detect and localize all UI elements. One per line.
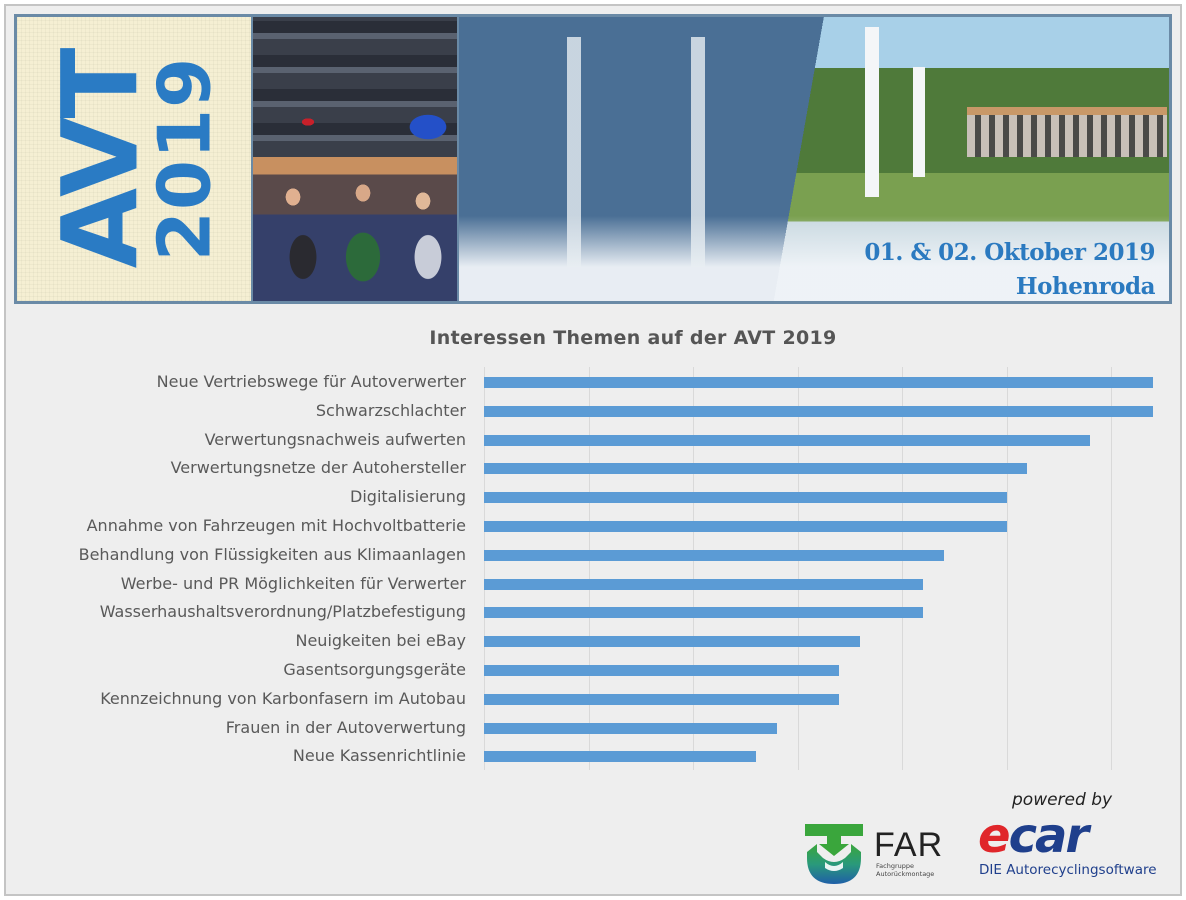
chart-row: Annahme von Fahrzeugen mit Hochvoltbatte… bbox=[0, 511, 1186, 540]
category-label: Verwertungsnetze der Autohersteller bbox=[170, 458, 466, 478]
bar bbox=[484, 722, 777, 734]
category-label: Wasserhaushaltsverordnung/Platzbefestigu… bbox=[99, 602, 466, 622]
gridline bbox=[588, 367, 590, 770]
far-subtitle-line-1: Fachgruppe bbox=[876, 862, 914, 870]
bar bbox=[484, 549, 944, 561]
chart-row: Werbe- und PR Möglichkeiten für Verwerte… bbox=[0, 569, 1186, 598]
category-label: Werbe- und PR Möglichkeiten für Verwerte… bbox=[120, 573, 466, 593]
chart-row: Wasserhaushaltsverordnung/Platzbefestigu… bbox=[0, 597, 1186, 626]
category-label: Neue Vertriebswege für Autoverwerter bbox=[156, 372, 466, 391]
chart-row: Frauen in der Autoverwertung bbox=[0, 713, 1186, 742]
chart-row: Kennzeichnung von Karbonfasern im Autoba… bbox=[0, 684, 1186, 713]
chart-row: Verwertungsnachweis aufwerten bbox=[0, 425, 1186, 454]
bar bbox=[484, 377, 1153, 388]
bar bbox=[484, 434, 1091, 446]
category-label: Schwarzschlachter bbox=[315, 400, 466, 420]
gridline bbox=[797, 367, 799, 770]
bar bbox=[484, 751, 756, 763]
avt-logo-panel: AVT 2019 bbox=[17, 17, 253, 301]
category-label: Neuigkeiten bei eBay bbox=[295, 631, 466, 651]
category-label: Behandlung von Flüssigkeiten aus Klimaan… bbox=[78, 544, 466, 564]
powered-by-label: powered by bbox=[1012, 790, 1113, 810]
bar bbox=[484, 463, 1028, 475]
bar bbox=[484, 636, 861, 648]
hotel-building bbox=[967, 107, 1167, 157]
ecar-tagline: DIE Autorecyclingsoftware bbox=[979, 862, 1157, 878]
gridline bbox=[484, 367, 485, 770]
ecar-logo-e: e bbox=[978, 808, 1011, 864]
bar bbox=[484, 578, 923, 590]
chart-title: Interessen Themen auf der AVT 2019 bbox=[429, 327, 837, 349]
far-subtitle-line-2: Autorückmontage bbox=[876, 870, 935, 878]
bar bbox=[484, 693, 840, 705]
gridline bbox=[1006, 367, 1008, 770]
event-date: 01. & 02. Oktober 2019 bbox=[864, 239, 1155, 266]
avt-logo: AVT 2019 bbox=[39, 49, 227, 269]
ecar-logo: ecar bbox=[978, 812, 1089, 860]
bar bbox=[484, 492, 1007, 504]
gridline bbox=[693, 367, 694, 770]
gridline bbox=[1111, 367, 1112, 770]
event-banner: AVT 2019 01. & 02. Oktober 2019 Hohenrod… bbox=[14, 14, 1172, 304]
chart-row: Behandlung von Flüssigkeiten aus Klimaan… bbox=[0, 540, 1186, 569]
category-label: Digitalisierung bbox=[350, 487, 466, 507]
category-label: Verwertungsnachweis aufwerten bbox=[204, 429, 466, 449]
chart-row: Gasentsorgungsgeräte bbox=[0, 655, 1186, 684]
flag bbox=[913, 67, 925, 177]
car-scrapyard-photo bbox=[253, 17, 457, 157]
bar bbox=[484, 405, 1153, 417]
chart-row: Schwarzschlachter bbox=[0, 396, 1186, 425]
conference-audience-photo bbox=[253, 157, 457, 301]
far-logo-text: FAR bbox=[874, 826, 944, 864]
chart-row: Digitalisierung bbox=[0, 482, 1186, 511]
chart-row: Neue Kassenrichtlinie bbox=[0, 741, 1186, 770]
bar bbox=[484, 607, 923, 619]
avt-logo-year: 2019 bbox=[142, 56, 227, 262]
category-label: Gasentsorgungsgeräte bbox=[283, 660, 466, 679]
chart-row: Verwertungsnetze der Autohersteller bbox=[0, 453, 1186, 482]
category-label: Neue Kassenrichtlinie bbox=[292, 746, 466, 766]
avt-logo-text: AVT bbox=[39, 49, 162, 269]
chart-row: Neuigkeiten bei eBay bbox=[0, 626, 1186, 655]
category-label: Frauen in der Autoverwertung bbox=[225, 717, 466, 737]
event-location: Hohenroda bbox=[1015, 273, 1156, 300]
category-label: Kennzeichnung von Karbonfasern im Autoba… bbox=[100, 688, 466, 708]
bar bbox=[484, 521, 1007, 532]
hall-facade bbox=[457, 37, 797, 267]
flag bbox=[865, 27, 879, 197]
gridline bbox=[902, 367, 903, 770]
category-label: Annahme von Fahrzeugen mit Hochvoltbatte… bbox=[86, 516, 466, 535]
far-subtitle: Fachgruppe Autorückmontage bbox=[876, 862, 934, 878]
chart-row: Neue Vertriebswege für Autoverwerter bbox=[0, 367, 1186, 396]
far-logo-icon bbox=[805, 824, 863, 884]
chart-plot-area bbox=[484, 367, 1154, 770]
ecar-logo-car: car bbox=[1008, 808, 1090, 864]
bar bbox=[484, 665, 840, 676]
